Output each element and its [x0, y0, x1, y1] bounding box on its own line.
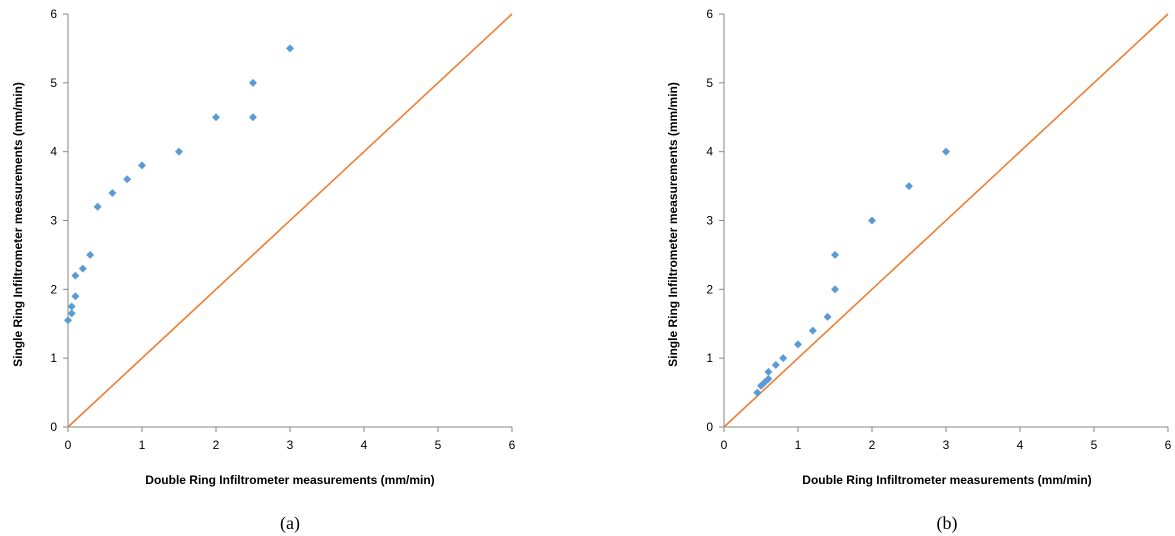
x-tick-label: 4	[1017, 438, 1024, 452]
one-to-one-line	[723, 13, 1169, 428]
x-axis-title: Double Ring Infiltrometer measurements (…	[145, 473, 434, 487]
x-tick-label: 3	[943, 438, 950, 452]
x-tick-label: 2	[869, 438, 876, 452]
x-tick-label: 6	[509, 438, 516, 452]
y-tick-label: 3	[50, 214, 57, 228]
data-point	[138, 161, 146, 170]
y-tick-label: 2	[50, 282, 57, 296]
data-point	[175, 147, 183, 156]
y-tick-label: 4	[50, 145, 57, 159]
y-tick-label: 6	[706, 7, 713, 21]
data-point	[771, 361, 780, 370]
y-tick-label: 1	[50, 351, 57, 365]
x-tick-label: 1	[795, 438, 802, 452]
x-tick-label: 4	[361, 438, 368, 452]
data-point	[760, 378, 769, 387]
y-tick-label: 5	[706, 76, 713, 90]
data-point	[286, 44, 294, 53]
data-point	[123, 175, 132, 184]
data-point	[764, 367, 773, 376]
scatter-plot-a: 0 1 2 3 4 5 6 0 1 2 3 4 5 6 Double Ring …	[11, 7, 516, 534]
one-to-one-line	[67, 13, 513, 428]
data-point	[93, 202, 102, 211]
data-point	[71, 271, 80, 280]
data-point	[86, 250, 95, 259]
y-tick-label: 1	[706, 351, 713, 365]
x-tick-label: 5	[435, 438, 442, 452]
data-point	[808, 326, 817, 335]
x-tick-label: 0	[65, 438, 72, 452]
y-axis-title: Single Ring Infiltrometer measurements (…	[666, 82, 680, 367]
data-point	[942, 147, 950, 156]
data-point	[212, 113, 220, 122]
chart-panel-a: 0 1 2 3 4 5 6 0 1 2 3 4 5 6 Double Ring …	[0, 0, 580, 536]
x-tick-label: 5	[1091, 438, 1098, 452]
scatter-plot-b: 0 1 2 3 4 5 6 0 1 2 3 4 5 6 Double Ring …	[666, 7, 1172, 534]
data-point	[779, 354, 788, 363]
chart-caption: (b)	[937, 513, 958, 534]
data-point	[823, 312, 832, 321]
y-tick-label: 0	[706, 420, 713, 434]
y-tick-label: 4	[706, 145, 713, 159]
x-tick-label: 6	[1165, 438, 1172, 452]
data-point	[764, 374, 773, 383]
x-tick-label: 0	[721, 438, 728, 452]
data-point	[71, 292, 80, 301]
data-point	[905, 182, 913, 191]
data-point	[249, 113, 257, 122]
data-point	[868, 216, 876, 225]
x-tick-label: 2	[213, 438, 220, 452]
chart-caption: (a)	[280, 513, 300, 534]
y-axis-title: Single Ring Infiltrometer measurements (…	[11, 82, 25, 367]
data-point	[249, 78, 257, 87]
x-tick-label: 1	[139, 438, 146, 452]
y-tick-label: 2	[706, 282, 713, 296]
y-tick-label: 6	[50, 7, 57, 21]
data-point	[794, 340, 802, 349]
data-point	[67, 302, 76, 311]
y-tick-label: 5	[50, 76, 57, 90]
data-point	[831, 250, 839, 259]
data-point	[67, 309, 76, 318]
y-tick-label: 0	[50, 420, 57, 434]
chart-panel-b: 0 1 2 3 4 5 6 0 1 2 3 4 5 6 Double Ring …	[585, 0, 1172, 536]
data-point	[831, 285, 839, 294]
x-axis-title: Double Ring Infiltrometer measurements (…	[802, 473, 1091, 487]
y-tick-label: 3	[706, 214, 713, 228]
data-point	[108, 188, 117, 197]
data-point	[78, 264, 87, 273]
x-tick-label: 3	[287, 438, 294, 452]
data-point	[753, 388, 762, 397]
data-point	[64, 316, 72, 325]
